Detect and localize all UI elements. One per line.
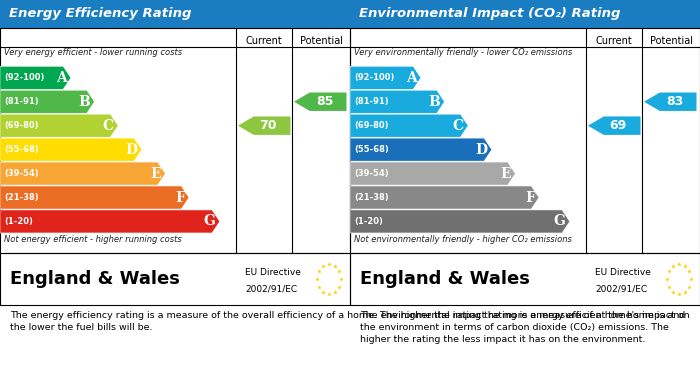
Text: 83: 83 — [666, 95, 683, 108]
Polygon shape — [0, 138, 141, 161]
Polygon shape — [350, 90, 444, 113]
Text: England & Wales: England & Wales — [360, 270, 531, 288]
Text: (81-91): (81-91) — [4, 97, 39, 106]
Polygon shape — [350, 186, 539, 209]
Text: Very energy efficient - lower running costs: Very energy efficient - lower running co… — [4, 48, 181, 57]
Text: B: B — [428, 95, 440, 109]
Text: C: C — [103, 118, 114, 133]
Text: The environmental impact rating is a measure of a home's impact on the environme: The environmental impact rating is a mea… — [360, 311, 690, 344]
Polygon shape — [350, 66, 421, 89]
Polygon shape — [0, 162, 165, 185]
Text: (21-38): (21-38) — [4, 193, 39, 202]
Text: EU Directive: EU Directive — [245, 268, 301, 277]
Text: The energy efficiency rating is a measure of the overall efficiency of a home. T: The energy efficiency rating is a measur… — [10, 311, 686, 332]
Polygon shape — [0, 114, 118, 137]
Text: Potential: Potential — [650, 36, 692, 46]
Text: (1-20): (1-20) — [4, 217, 33, 226]
Text: 85: 85 — [316, 95, 333, 108]
Text: 69: 69 — [609, 119, 626, 132]
Text: E: E — [150, 167, 161, 181]
Text: 2002/91/EC: 2002/91/EC — [245, 285, 297, 294]
Text: Current: Current — [246, 36, 283, 46]
Polygon shape — [238, 117, 290, 135]
Polygon shape — [350, 210, 570, 233]
Text: D: D — [475, 143, 487, 157]
Polygon shape — [0, 66, 71, 89]
Text: 70: 70 — [259, 119, 276, 132]
Text: G: G — [554, 214, 566, 228]
Text: (39-54): (39-54) — [354, 169, 388, 178]
Text: (92-100): (92-100) — [354, 73, 395, 82]
Text: Not environmentally friendly - higher CO₂ emissions: Not environmentally friendly - higher CO… — [354, 235, 571, 244]
Text: (21-38): (21-38) — [354, 193, 388, 202]
Text: G: G — [204, 214, 216, 228]
Text: B: B — [78, 95, 90, 109]
Text: D: D — [125, 143, 137, 157]
Text: (92-100): (92-100) — [4, 73, 45, 82]
Text: EU Directive: EU Directive — [595, 268, 651, 277]
Text: (1-20): (1-20) — [354, 217, 383, 226]
Text: (39-54): (39-54) — [4, 169, 39, 178]
Text: Very environmentally friendly - lower CO₂ emissions: Very environmentally friendly - lower CO… — [354, 48, 572, 57]
Polygon shape — [350, 162, 515, 185]
Text: C: C — [453, 118, 464, 133]
Text: Not energy efficient - higher running costs: Not energy efficient - higher running co… — [4, 235, 181, 244]
Text: A: A — [406, 71, 416, 85]
Polygon shape — [588, 117, 640, 135]
Text: F: F — [175, 190, 185, 204]
Text: Potential: Potential — [300, 36, 342, 46]
Text: 2002/91/EC: 2002/91/EC — [595, 285, 647, 294]
Text: Current: Current — [596, 36, 633, 46]
Text: E: E — [500, 167, 511, 181]
Polygon shape — [644, 93, 696, 111]
Polygon shape — [350, 114, 468, 137]
Polygon shape — [294, 93, 346, 111]
Polygon shape — [0, 210, 220, 233]
Text: (81-91): (81-91) — [354, 97, 388, 106]
Text: A: A — [56, 71, 66, 85]
Text: F: F — [525, 190, 535, 204]
Polygon shape — [0, 186, 189, 209]
Text: (69-80): (69-80) — [354, 121, 388, 130]
Text: Energy Efficiency Rating: Energy Efficiency Rating — [8, 7, 191, 20]
Polygon shape — [0, 90, 94, 113]
Polygon shape — [350, 138, 491, 161]
Text: (69-80): (69-80) — [4, 121, 39, 130]
Text: (55-68): (55-68) — [354, 145, 389, 154]
Text: Environmental Impact (CO₂) Rating: Environmental Impact (CO₂) Rating — [358, 7, 620, 20]
Text: England & Wales: England & Wales — [10, 270, 181, 288]
Text: (55-68): (55-68) — [4, 145, 39, 154]
